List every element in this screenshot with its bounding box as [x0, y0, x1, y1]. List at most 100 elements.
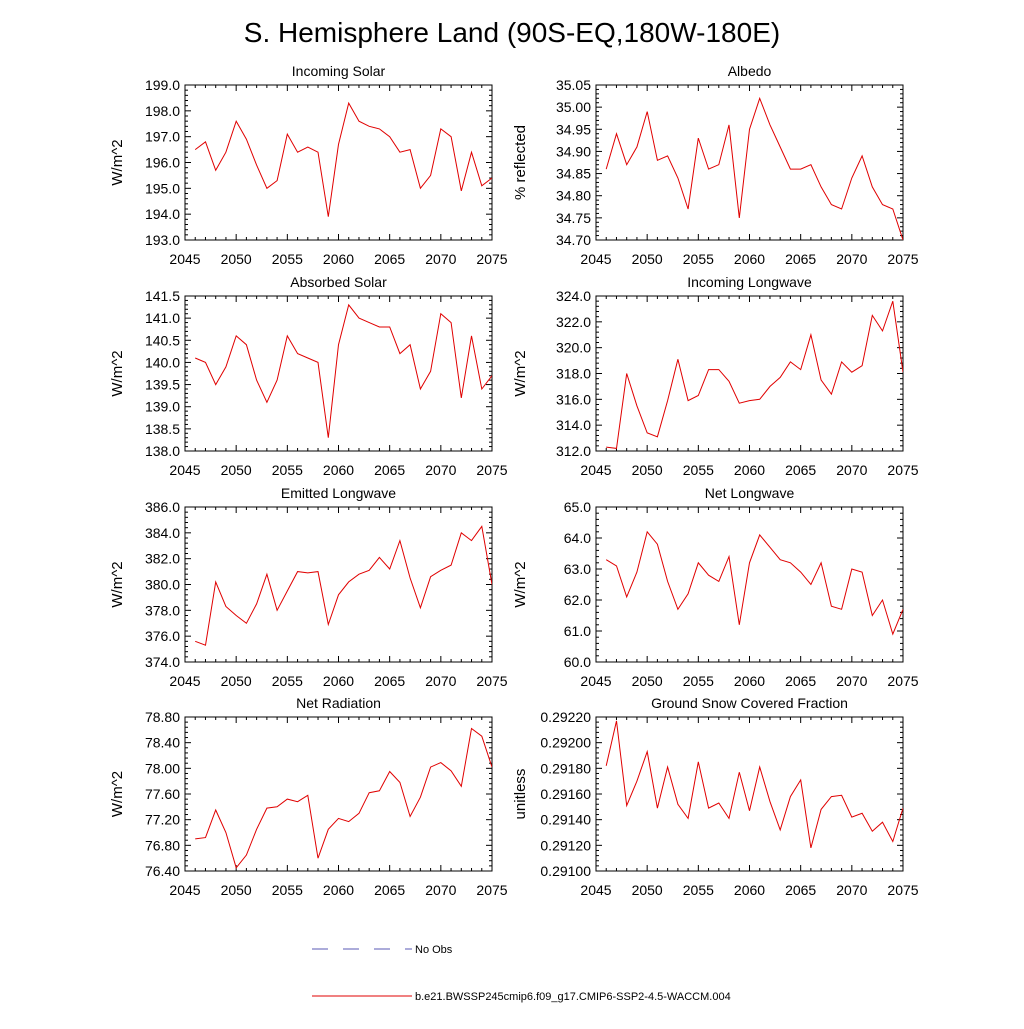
- y-tick-label: 78.00: [145, 760, 180, 776]
- x-tick-label: 2075: [476, 882, 507, 898]
- plot-frame: [595, 506, 904, 663]
- y-tick-label: 138.0: [145, 443, 180, 459]
- x-tick-label: 2075: [476, 251, 507, 267]
- x-tick-label: 2075: [887, 251, 918, 267]
- x-tick-label: 2045: [580, 882, 611, 898]
- y-tick-label: 76.40: [145, 863, 180, 879]
- y-tick-label: 139.0: [145, 399, 180, 415]
- x-tick-label: 2070: [836, 673, 867, 689]
- y-tick-label: 60.0: [564, 654, 591, 670]
- x-tick-label: 2060: [734, 251, 765, 267]
- y-axis-label: % reflected: [512, 125, 529, 200]
- x-tick-label: 2050: [221, 251, 252, 267]
- x-tick-label: 2065: [374, 462, 405, 478]
- y-tick-label: 138.5: [145, 421, 180, 437]
- x-tick-label: 2065: [374, 673, 405, 689]
- plot-frame: [595, 716, 904, 872]
- x-tick-label: 2045: [169, 882, 200, 898]
- legend-label-model: b.e21.BWSSP245cmip6.f09_g17.CMIP6-SSP2-4…: [415, 991, 731, 1003]
- x-tick-label: 2055: [683, 251, 714, 267]
- x-tick-label: 2065: [374, 251, 405, 267]
- x-tick-label: 2065: [785, 882, 816, 898]
- y-tick-label: 140.5: [145, 332, 180, 348]
- panel-title: Incoming Longwave: [687, 274, 812, 290]
- legend: No Obs b.e21.BWSSP245cmip6.f09_g17.CMIP6…: [312, 944, 731, 1003]
- panel-title: Albedo: [728, 63, 772, 79]
- series-line: [605, 530, 903, 636]
- y-tick-label: 195.0: [145, 180, 180, 196]
- y-tick-label: 193.0: [145, 232, 180, 248]
- y-axis-label: W/m^2: [109, 139, 126, 185]
- x-tick-label: 2050: [632, 462, 663, 478]
- y-tick-label: 34.70: [556, 232, 591, 248]
- y-tick-label: 0.29160: [540, 786, 591, 802]
- panel-title: Net Radiation: [296, 695, 381, 711]
- panel-albedo: 2045 2050 2055 2060 2065 2070 2075 34.70 34.75 34…: [512, 63, 919, 267]
- y-tick-label: 34.75: [556, 210, 591, 226]
- x-tick-label: 2070: [836, 251, 867, 267]
- x-tick-label: 2075: [887, 462, 918, 478]
- x-tick-label: 2055: [272, 462, 303, 478]
- x-tick-label: 2055: [272, 251, 303, 267]
- y-tick-label: 0.29100: [540, 863, 591, 879]
- plot-frame: [595, 295, 904, 452]
- panel-title: Incoming Solar: [292, 63, 386, 79]
- x-tick-label: 2050: [632, 673, 663, 689]
- y-tick-label: 194.0: [145, 206, 180, 222]
- series-line: [605, 720, 903, 849]
- x-tick-label: 2045: [580, 251, 611, 267]
- x-tick-label: 2075: [887, 673, 918, 689]
- x-tick-label: 2055: [683, 882, 714, 898]
- x-tick-label: 2050: [632, 251, 663, 267]
- y-axis-label: unitless: [512, 769, 529, 820]
- panel-title: Ground Snow Covered Fraction: [651, 695, 848, 711]
- panel-incoming-solar: 2045 2050 2055 2060 2065 2070 2075 193.0 194.0 19…: [109, 63, 508, 267]
- y-tick-label: 63.0: [564, 561, 591, 577]
- series-line: [195, 727, 492, 869]
- y-tick-label: 324.0: [556, 288, 591, 304]
- plot-frame: [184, 84, 493, 241]
- series-line: [605, 96, 903, 240]
- y-tick-label: 78.80: [145, 709, 180, 725]
- x-tick-label: 2070: [836, 882, 867, 898]
- y-tick-label: 64.0: [564, 530, 591, 546]
- panel-title: Emitted Longwave: [281, 485, 396, 501]
- x-tick-label: 2060: [323, 251, 354, 267]
- plot-frame: [184, 506, 493, 663]
- x-tick-label: 2055: [272, 882, 303, 898]
- x-tick-label: 2050: [632, 882, 663, 898]
- y-tick-label: 34.85: [556, 166, 591, 182]
- x-tick-label: 2050: [221, 882, 252, 898]
- panel-net-longwave: 2045 2050 2055 2060 2065 2070 2075 60.0 61.0 62.0…: [512, 485, 919, 689]
- y-axis-label: W/m^2: [512, 561, 529, 607]
- x-tick-label: 2070: [836, 462, 867, 478]
- y-tick-label: 378.0: [145, 602, 180, 618]
- x-tick-label: 2045: [580, 673, 611, 689]
- y-tick-label: 34.95: [556, 121, 591, 137]
- y-tick-label: 139.5: [145, 377, 180, 393]
- panel-title: Net Longwave: [705, 485, 795, 501]
- x-tick-label: 2045: [169, 673, 200, 689]
- x-tick-label: 2055: [683, 462, 714, 478]
- y-tick-label: 196.0: [145, 155, 180, 171]
- y-tick-label: 197.0: [145, 129, 180, 145]
- x-tick-label: 2070: [425, 673, 456, 689]
- x-tick-label: 2045: [580, 462, 611, 478]
- y-tick-label: 199.0: [145, 77, 180, 93]
- y-tick-label: 314.0: [556, 417, 591, 433]
- x-tick-label: 2075: [476, 462, 507, 478]
- panel-net-radiation: 2045 2050 2055 2060 2065 2070 2075 76.40 76.80 77…: [109, 695, 508, 898]
- y-tick-label: 77.20: [145, 812, 180, 828]
- series-line: [606, 301, 903, 449]
- legend-label-no-obs: No Obs: [415, 944, 453, 956]
- y-tick-label: 77.60: [145, 786, 180, 802]
- x-tick-label: 2050: [221, 673, 252, 689]
- y-tick-label: 312.0: [556, 443, 591, 459]
- x-tick-label: 2060: [323, 462, 354, 478]
- panel-title: Absorbed Solar: [290, 274, 387, 290]
- x-tick-label: 2065: [785, 462, 816, 478]
- y-tick-label: 0.29200: [540, 735, 591, 751]
- y-tick-label: 0.29220: [540, 709, 591, 725]
